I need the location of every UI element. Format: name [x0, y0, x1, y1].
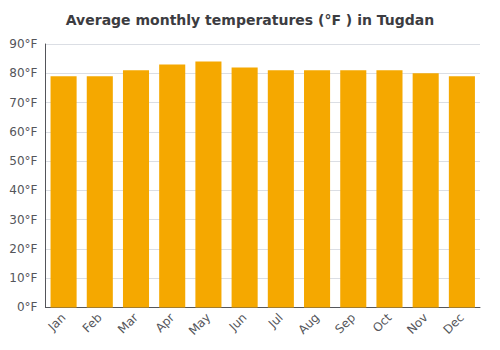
svg-text:30°F: 30°F [9, 213, 37, 227]
svg-text:90°F: 90°F [9, 37, 37, 51]
svg-text:Dec: Dec [441, 311, 467, 337]
svg-text:Jan: Jan [45, 311, 69, 335]
svg-text:Apr: Apr [153, 310, 178, 335]
svg-text:60°F: 60°F [9, 125, 37, 139]
svg-text:Feb: Feb [80, 311, 105, 336]
svg-text:50°F: 50°F [9, 154, 37, 168]
svg-text:40°F: 40°F [9, 183, 37, 197]
svg-text:Aug: Aug [296, 311, 322, 337]
svg-text:80°F: 80°F [9, 66, 37, 80]
svg-text:Sep: Sep [332, 311, 358, 337]
svg-text:0°F: 0°F [17, 300, 38, 314]
svg-text:10°F: 10°F [9, 271, 37, 285]
svg-text:Jun: Jun [226, 311, 250, 335]
svg-text:Average monthly temperatures (: Average monthly temperatures (°F ) in Tu… [66, 12, 434, 28]
svg-text:20°F: 20°F [9, 242, 37, 256]
svg-text:Mar: Mar [115, 310, 141, 336]
svg-text:May: May [186, 311, 213, 338]
svg-text:70°F: 70°F [9, 96, 37, 110]
svg-text:Nov: Nov [404, 311, 430, 337]
svg-text:Oct: Oct [370, 310, 395, 335]
svg-text:Jul: Jul [265, 311, 286, 332]
